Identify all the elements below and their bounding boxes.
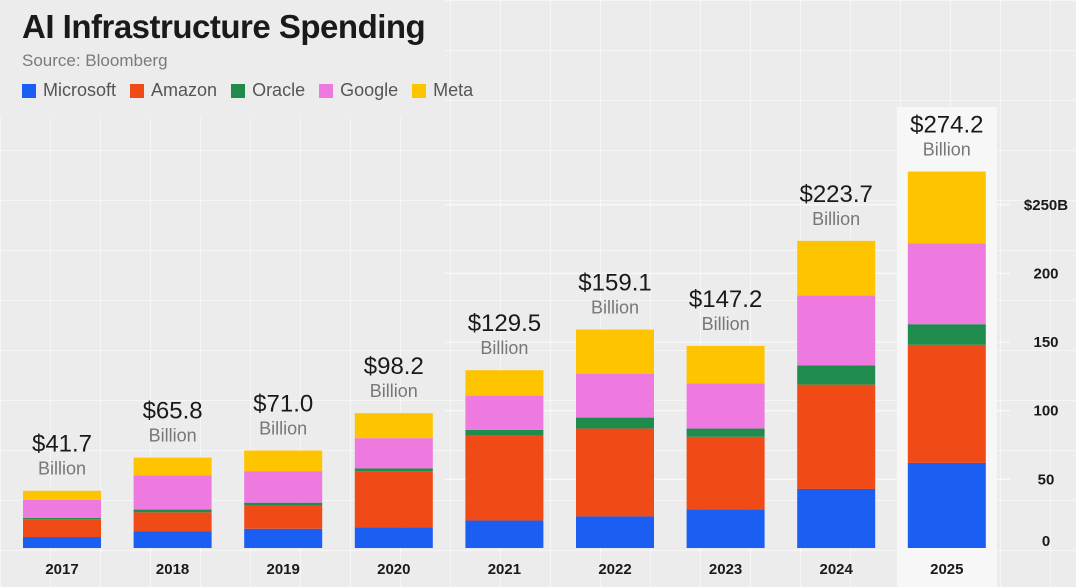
total-label-2021: $129.5 bbox=[468, 310, 541, 337]
x-tick-label-2024: 2024 bbox=[820, 561, 854, 578]
chart-title: AI Infrastructure Spending bbox=[22, 8, 426, 45]
x-tick-label-2022: 2022 bbox=[598, 561, 631, 578]
bar-segment-microsoft-2020 bbox=[354, 527, 433, 548]
bar-segment-microsoft-2018 bbox=[133, 531, 212, 548]
bar-segment-oracle-2022 bbox=[576, 417, 654, 429]
y-tick-label: 150 bbox=[1033, 334, 1058, 351]
y-tick-label: $250B bbox=[1024, 197, 1068, 214]
bar-segment-amazon-2017 bbox=[23, 519, 101, 538]
x-tick-label-2019: 2019 bbox=[267, 561, 300, 578]
bar-segment-google-2017 bbox=[23, 499, 101, 518]
total-label-2023: $147.2 bbox=[689, 286, 762, 313]
total-unit-2022: Billion bbox=[591, 298, 639, 318]
total-unit-2020: Billion bbox=[370, 381, 418, 401]
legend-item-google: Google bbox=[319, 80, 398, 101]
bar-segment-amazon-2020 bbox=[354, 471, 433, 528]
bar-segment-google-2024 bbox=[797, 295, 876, 366]
legend-item-oracle: Oracle bbox=[231, 80, 305, 101]
total-unit-2018: Billion bbox=[149, 426, 197, 446]
y-tick-label: 200 bbox=[1033, 265, 1058, 282]
legend-item-amazon: Amazon bbox=[130, 80, 217, 101]
total-unit-2017: Billion bbox=[38, 459, 86, 479]
bar-segment-microsoft-2019 bbox=[244, 528, 323, 548]
bar-segment-oracle-2023 bbox=[686, 428, 765, 437]
bar-segment-oracle-2017 bbox=[23, 517, 101, 520]
bar-segment-meta-2017 bbox=[23, 490, 101, 500]
bar-segment-microsoft-2023 bbox=[686, 509, 765, 548]
bar-segment-meta-2025 bbox=[907, 171, 986, 244]
bar-segment-amazon-2018 bbox=[133, 512, 212, 532]
x-tick-label-2025: 2025 bbox=[930, 561, 963, 578]
bar-segment-meta-2019 bbox=[244, 450, 323, 472]
bar-segment-google-2022 bbox=[576, 373, 654, 418]
total-unit-2025: Billion bbox=[923, 140, 971, 160]
legend-label: Oracle bbox=[252, 80, 306, 100]
bar-segment-meta-2021 bbox=[465, 370, 544, 396]
bar-segment-amazon-2023 bbox=[686, 436, 765, 510]
bar-segment-oracle-2018 bbox=[133, 509, 212, 513]
bar-segment-google-2023 bbox=[686, 383, 765, 429]
total-label-2020: $98.2 bbox=[364, 353, 424, 380]
bar-segment-oracle-2019 bbox=[244, 502, 323, 506]
chart-source: Source: Bloomberg bbox=[22, 51, 168, 70]
total-label-2018: $65.8 bbox=[143, 398, 203, 425]
y-tick-label: 50 bbox=[1038, 471, 1055, 488]
legend-label: Google bbox=[340, 80, 399, 100]
bar-segment-microsoft-2017 bbox=[23, 537, 101, 548]
y-tick-label: 0 bbox=[1042, 533, 1050, 550]
x-tick-label-2023: 2023 bbox=[709, 561, 742, 578]
total-label-2017: $41.7 bbox=[32, 431, 92, 458]
bar-segment-meta-2022 bbox=[576, 329, 654, 374]
bar-segment-google-2020 bbox=[354, 438, 433, 469]
bar-segment-google-2019 bbox=[244, 471, 323, 503]
total-unit-2019: Billion bbox=[259, 419, 307, 439]
legend-item-microsoft: Microsoft bbox=[22, 80, 116, 101]
bar-segment-oracle-2021 bbox=[465, 429, 544, 436]
bar-segment-meta-2020 bbox=[354, 413, 433, 439]
total-unit-2023: Billion bbox=[702, 314, 750, 334]
legend-label: Microsoft bbox=[43, 80, 117, 100]
bar-segment-google-2021 bbox=[465, 395, 544, 430]
bar-segment-meta-2018 bbox=[133, 457, 212, 476]
legend-swatch bbox=[22, 83, 36, 98]
bar-segment-microsoft-2025 bbox=[907, 462, 986, 548]
total-unit-2021: Billion bbox=[480, 338, 528, 358]
bar-segment-microsoft-2024 bbox=[797, 488, 876, 548]
bar-segment-microsoft-2022 bbox=[576, 516, 654, 548]
legend-swatch bbox=[412, 83, 427, 98]
bar-segment-google-2018 bbox=[133, 475, 212, 510]
bar-segment-meta-2023 bbox=[686, 345, 765, 384]
legend-swatch bbox=[319, 83, 334, 98]
total-unit-2024: Billion bbox=[812, 209, 860, 229]
bar-segment-amazon-2021 bbox=[465, 435, 544, 521]
bar-segment-amazon-2022 bbox=[576, 428, 654, 517]
y-tick-label: 100 bbox=[1033, 403, 1058, 420]
bar-segment-oracle-2020 bbox=[354, 468, 433, 472]
total-label-2019: $71.0 bbox=[253, 391, 313, 418]
bar-segment-microsoft-2021 bbox=[465, 520, 544, 548]
legend-swatch bbox=[130, 83, 145, 98]
bar-segment-amazon-2024 bbox=[797, 384, 876, 489]
bar-segment-oracle-2025 bbox=[907, 324, 986, 345]
legend-item-meta: Meta bbox=[412, 80, 473, 101]
x-tick-label-2018: 2018 bbox=[156, 561, 189, 578]
total-label-2025: $274.2 bbox=[910, 112, 983, 139]
x-tick-label-2021: 2021 bbox=[488, 561, 521, 578]
legend-label: Meta bbox=[433, 80, 474, 100]
legend-swatch bbox=[231, 83, 246, 98]
legend-label: Amazon bbox=[151, 80, 218, 100]
total-label-2024: $223.7 bbox=[799, 181, 872, 208]
bar-segment-amazon-2019 bbox=[244, 505, 323, 529]
x-tick-label-2017: 2017 bbox=[45, 561, 78, 578]
bar-segment-meta-2024 bbox=[797, 240, 876, 296]
x-tick-label-2020: 2020 bbox=[377, 561, 410, 578]
bar-segment-google-2025 bbox=[907, 243, 986, 325]
chart-legend: Microsoft Amazon Oracle Google Meta bbox=[22, 80, 473, 101]
total-label-2022: $159.1 bbox=[578, 270, 651, 297]
chart-header: AI Infrastructure Spending Source: Bloom… bbox=[0, 0, 473, 118]
bar-segment-oracle-2024 bbox=[797, 365, 876, 385]
bar-segment-amazon-2025 bbox=[907, 344, 986, 463]
